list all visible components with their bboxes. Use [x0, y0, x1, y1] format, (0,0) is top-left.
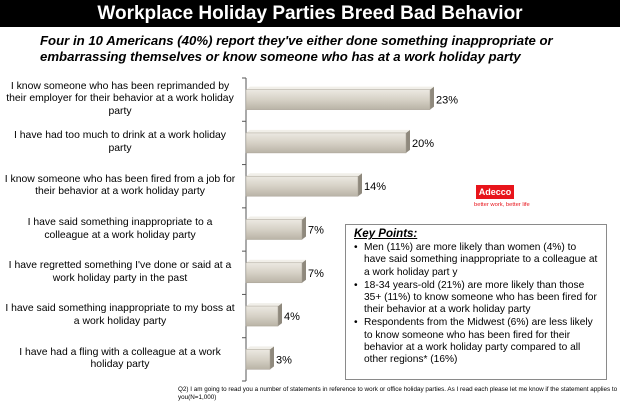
bar-top: [246, 173, 362, 177]
data-label-2: 14%: [364, 181, 386, 193]
bar-3: [245, 219, 303, 240]
bar-top: [246, 129, 410, 133]
data-label-4: 7%: [308, 268, 324, 280]
chart-subtitle: Four in 10 Americans (40%) report they'v…: [40, 33, 553, 64]
category-label-1: I have had too much to drink at a work h…: [14, 130, 226, 154]
data-label-0: 23%: [436, 95, 458, 107]
category-label-2: I know someone who has been fired from a…: [4, 173, 236, 198]
key-points-list: Men (11%) are more likely than women (4%…: [354, 242, 600, 366]
bar-top: [246, 216, 306, 220]
bar-top: [246, 303, 282, 307]
bar-depth: [302, 259, 306, 283]
bar-top: [246, 259, 306, 263]
adecco-tagline: better work, better life: [474, 202, 530, 208]
key-point-item: Men (11%) are more likely than women (4%…: [354, 242, 600, 279]
key-points-title: Key Points:: [354, 228, 418, 240]
bar-top: [246, 346, 274, 350]
category-label-6: I have had a fling with a colleague at a…: [19, 346, 221, 371]
bar-depth: [278, 303, 282, 327]
bar-2: [245, 175, 359, 197]
bar-depth: [430, 86, 434, 110]
bar-1: [245, 132, 407, 154]
category-label-0: I know someone who has been reprimanded …: [6, 80, 234, 117]
adecco-logo: Adecco: [476, 185, 514, 199]
data-label-6: 3%: [276, 354, 292, 366]
chart-title: Workplace Holiday Parties Breed Bad Beha…: [0, 0, 620, 27]
key-points-box: Key Points: Men (11%) are more likely th…: [345, 224, 607, 380]
key-point-item: 18-34 years-old (21%) are more likely th…: [354, 280, 600, 317]
bar-5: [245, 305, 279, 327]
key-point-item: Respondents from the Midwest (6%) are le…: [354, 317, 600, 366]
bar-0: [245, 89, 431, 110]
bar-top: [246, 86, 434, 90]
data-label-1: 20%: [412, 138, 434, 150]
bar-depth: [270, 346, 274, 370]
data-label-3: 7%: [308, 225, 324, 237]
bar-depth: [406, 129, 410, 153]
category-label-5: I have said something inappropriate to m…: [5, 303, 235, 328]
footnote: Q2) I am going to read you a number of s…: [178, 386, 618, 401]
bar-depth: [302, 216, 306, 240]
bar-depth: [358, 173, 362, 197]
bar-4: [245, 262, 303, 284]
category-label-3: I have said something inappropriate to a…: [27, 216, 213, 241]
category-label-4: I have regretted something I've done or …: [8, 260, 232, 284]
bar-6: [245, 349, 271, 370]
data-label-5: 4%: [284, 311, 300, 323]
